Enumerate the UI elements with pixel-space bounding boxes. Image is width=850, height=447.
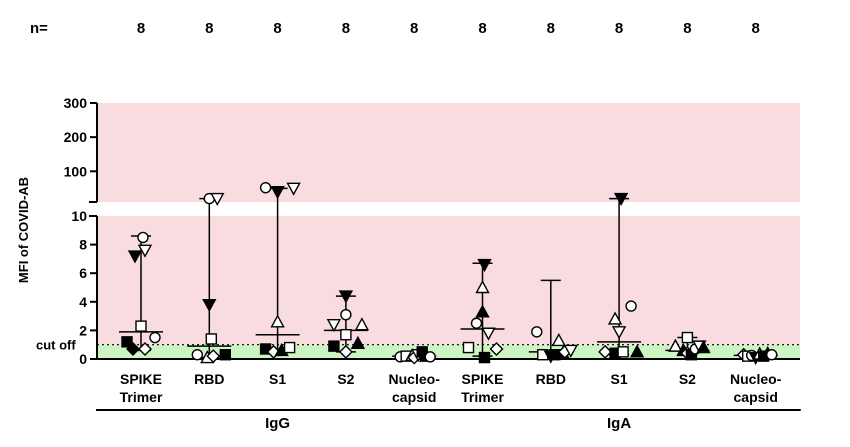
data-point-0-5 xyxy=(137,244,153,258)
n-value-1: 8 xyxy=(205,20,213,37)
category-label-0-0: SPIKE xyxy=(120,371,162,387)
data-point-9-7 xyxy=(766,349,778,361)
category-label-4-0: Nucleo- xyxy=(389,371,441,387)
data-point-0-3 xyxy=(135,320,147,332)
category-labels: 8 SPIKE Trimer 8 RBD 8 S1 8 S2 8 Nucleo-capsid 8 SPI… xyxy=(96,20,801,432)
lower-tick-1-label: 2 xyxy=(79,322,87,338)
n-value-2: 8 xyxy=(273,20,281,37)
data-point-3-4 xyxy=(340,328,352,341)
n-value-8: 8 xyxy=(683,20,691,37)
category-label-0-1: Trimer xyxy=(120,389,163,405)
data-point-2-4 xyxy=(270,314,285,328)
data-point-1-0 xyxy=(191,349,204,361)
group-label-1: IgA xyxy=(607,415,631,432)
n-value-4: 8 xyxy=(410,20,418,37)
data-point-0-1 xyxy=(126,342,140,356)
n-value-3: 8 xyxy=(342,20,350,37)
data-point-1-6 xyxy=(210,192,225,207)
data-point-6-4 xyxy=(551,332,566,347)
data-point-5-6 xyxy=(481,327,496,341)
data-point-7-7 xyxy=(629,344,645,358)
data-point-3-7 xyxy=(354,317,370,331)
category-label-4-1: capsid xyxy=(392,389,436,405)
data-point-2-3 xyxy=(270,186,285,200)
data-point-5-0 xyxy=(462,341,475,354)
data-point-5-2 xyxy=(475,304,490,318)
n-label: n= xyxy=(30,20,48,37)
y-axis-label: MFI of COVID-AB xyxy=(16,177,31,283)
group-label-0: IgG xyxy=(265,415,290,432)
data-point-5-3 xyxy=(475,280,490,294)
data-point-1-3 xyxy=(202,298,217,313)
data-point-0-0 xyxy=(121,336,133,348)
background-zones xyxy=(97,103,800,359)
data-point-0-4 xyxy=(137,231,149,244)
n-value-9: 8 xyxy=(752,20,760,37)
data-point-7-3 xyxy=(611,326,627,340)
category-label-1-0: RBD xyxy=(194,371,224,387)
category-label-8-0: S2 xyxy=(679,371,696,387)
data-point-1-4 xyxy=(205,333,218,345)
data-point-8-2 xyxy=(681,331,694,344)
data-point-7-1 xyxy=(607,311,623,325)
n-value-5: 8 xyxy=(478,20,486,37)
data-point-3-1 xyxy=(326,318,342,333)
data-point-3-2 xyxy=(338,290,354,304)
lower-tick-0-label: 0 xyxy=(79,351,87,367)
data-point-6-0 xyxy=(531,326,543,338)
data-point-0-2 xyxy=(127,250,143,264)
data-point-0-6 xyxy=(138,342,152,356)
upper-tick-1-label: 200 xyxy=(64,129,88,145)
data-point-6-7 xyxy=(563,344,578,358)
data-point-8-0 xyxy=(668,338,683,352)
data-point-3-3 xyxy=(340,308,352,321)
data-marks xyxy=(119,181,778,366)
category-label-2-0: S1 xyxy=(269,371,286,387)
data-point-5-4 xyxy=(477,258,492,273)
lower-tick-5-label: 10 xyxy=(71,208,87,224)
lower-tick-2-label: 4 xyxy=(79,294,87,310)
positive-zone-lower xyxy=(97,216,800,345)
upper-tick-2-label: 300 xyxy=(64,95,88,111)
data-point-0-7 xyxy=(149,331,161,344)
positive-zone-upper xyxy=(97,103,800,202)
data-point-7-4 xyxy=(613,192,629,207)
category-label-9-1: capsid xyxy=(734,389,778,405)
data-point-5-7 xyxy=(489,342,504,356)
data-point-4-7 xyxy=(424,351,436,363)
category-label-5-1: Trimer xyxy=(461,389,504,405)
data-point-2-7 xyxy=(286,182,301,196)
category-label-7-0: S1 xyxy=(611,371,628,387)
data-point-5-1 xyxy=(470,317,483,329)
data-point-1-5 xyxy=(206,349,221,364)
data-point-7-0 xyxy=(598,344,613,359)
data-point-8-7 xyxy=(696,340,711,354)
category-label-3-0: S2 xyxy=(337,371,354,387)
cutoff-label: cut off xyxy=(36,338,76,353)
data-point-2-2 xyxy=(259,181,272,194)
category-label-5-0: SPIKE xyxy=(461,371,503,387)
data-point-3-6 xyxy=(350,335,366,349)
lower-tick-4-label: 8 xyxy=(79,237,87,253)
n-value-6: 8 xyxy=(547,20,555,37)
data-point-5-5 xyxy=(478,351,491,364)
data-point-7-5 xyxy=(617,346,629,358)
n-value-7: 8 xyxy=(615,20,623,37)
upper-tick-0-label: 100 xyxy=(64,163,88,179)
category-label-6-0: RBD xyxy=(536,371,566,387)
data-point-1-7 xyxy=(219,349,232,361)
data-point-3-0 xyxy=(328,340,340,352)
category-label-9-0: Nucleo- xyxy=(730,371,782,387)
data-point-2-6 xyxy=(283,341,296,354)
data-point-7-6 xyxy=(625,300,637,312)
data-point-3-5 xyxy=(338,344,353,359)
n-value-0: 8 xyxy=(137,20,145,37)
lower-tick-3-label: 6 xyxy=(79,265,87,281)
